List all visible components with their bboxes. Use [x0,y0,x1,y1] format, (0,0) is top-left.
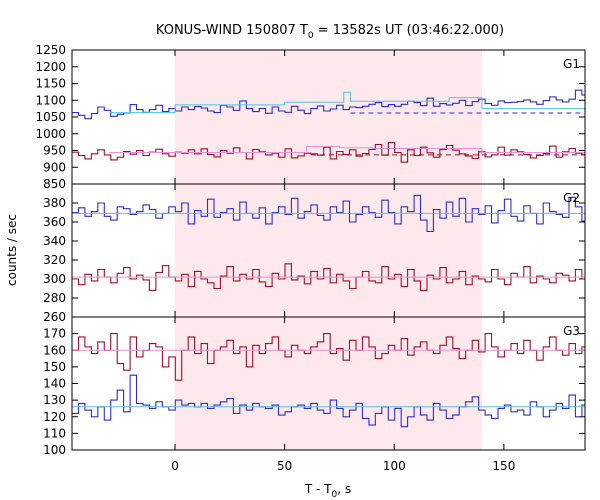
panel-label: G3 [563,324,580,338]
series-blue-counts [72,374,585,428]
panel-frame [71,316,586,451]
panel-g1: 850 900 950 1000 1050 1100 1150 1200 1250 G1 [35,43,586,191]
y-tick-label: 130 [43,393,66,407]
x-tick-label: 50 [277,459,292,473]
y-axis-label: counts / sec [5,214,19,286]
y-tick-label: 1100 [35,93,66,107]
x-tick-label: 100 [383,459,406,473]
y-tick-label: 160 [43,343,66,357]
panel-label: G1 [563,57,580,71]
y-tick-label: 300 [43,272,66,286]
series-red-counts [72,263,585,291]
y-tick-label: 1250 [35,43,66,57]
series-blue-counts [72,89,585,120]
series-red-counts [72,141,585,163]
y-tick-label: 380 [43,196,66,210]
y-tick-label: 900 [43,160,66,174]
x-axis-label: T - T0, s [304,482,351,500]
y-tick-label: 850 [43,177,66,191]
y-tick-label: 140 [43,377,66,391]
y-tick-label: 1000 [35,127,66,141]
y-tick-label: 360 [43,215,66,229]
x-tick-label: 0 [171,459,179,473]
panel-series [72,333,585,428]
y-tick-label: 1050 [35,110,66,124]
series-cyan-fit [109,91,585,114]
y-tick-label: 340 [43,234,66,248]
y-tick-label: 320 [43,253,66,267]
y-tick-label: 170 [43,327,66,341]
panel-series [72,89,585,163]
x-tick-label: 150 [492,459,515,473]
chart-panels: 850900950100010501100115012001250G126028… [35,43,586,473]
chart-title: KONUS-WIND 150807 T0 = 13582s UT (03:46:… [156,23,504,41]
y-tick-label: 950 [43,144,66,158]
highlight-interval [175,50,482,450]
y-tick-label: 1200 [35,60,66,74]
y-tick-label: 120 [43,410,66,424]
y-tick-label: 1150 [35,77,66,91]
y-tick-label: 150 [43,360,66,374]
series-pink-fit [109,146,585,153]
y-tick-label: 280 [43,291,66,305]
panel-label: G2 [563,191,580,205]
panel-g2: 260 280 300 320 340 360 380 G2 [43,183,586,324]
y-tick-label: 260 [43,310,66,324]
y-tick-label: 100 [43,443,66,457]
series-blue-counts [72,194,585,233]
series-red-counts [72,333,585,381]
y-tick-label: 110 [43,426,66,440]
panel-series [72,194,585,291]
panel-g3: 100 110 120 130 140 150 160 170 G3 [43,316,586,457]
